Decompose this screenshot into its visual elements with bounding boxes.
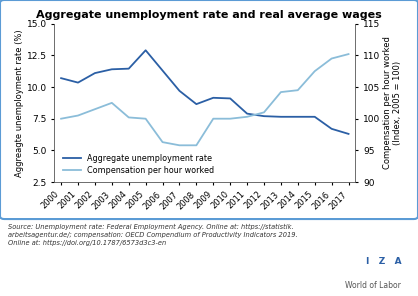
Text: Source: Unemployment rate: Federal Employment Agency. Online at: https://statist: Source: Unemployment rate: Federal Emplo… (8, 223, 298, 246)
Y-axis label: Aggreagte unemployment rate (%): Aggreagte unemployment rate (%) (15, 29, 24, 177)
Legend: Aggregate unemployment rate, Compensation per hour worked: Aggregate unemployment rate, Compensatio… (61, 153, 216, 176)
Text: I   Z   A: I Z A (366, 258, 401, 266)
Text: World of Labor: World of Labor (345, 281, 401, 290)
Y-axis label: Compensation per hour worked
(Index, 2005 = 100): Compensation per hour worked (Index, 200… (383, 36, 403, 169)
Text: Aggregate unemployment rate and real average wages: Aggregate unemployment rate and real ave… (36, 10, 382, 20)
